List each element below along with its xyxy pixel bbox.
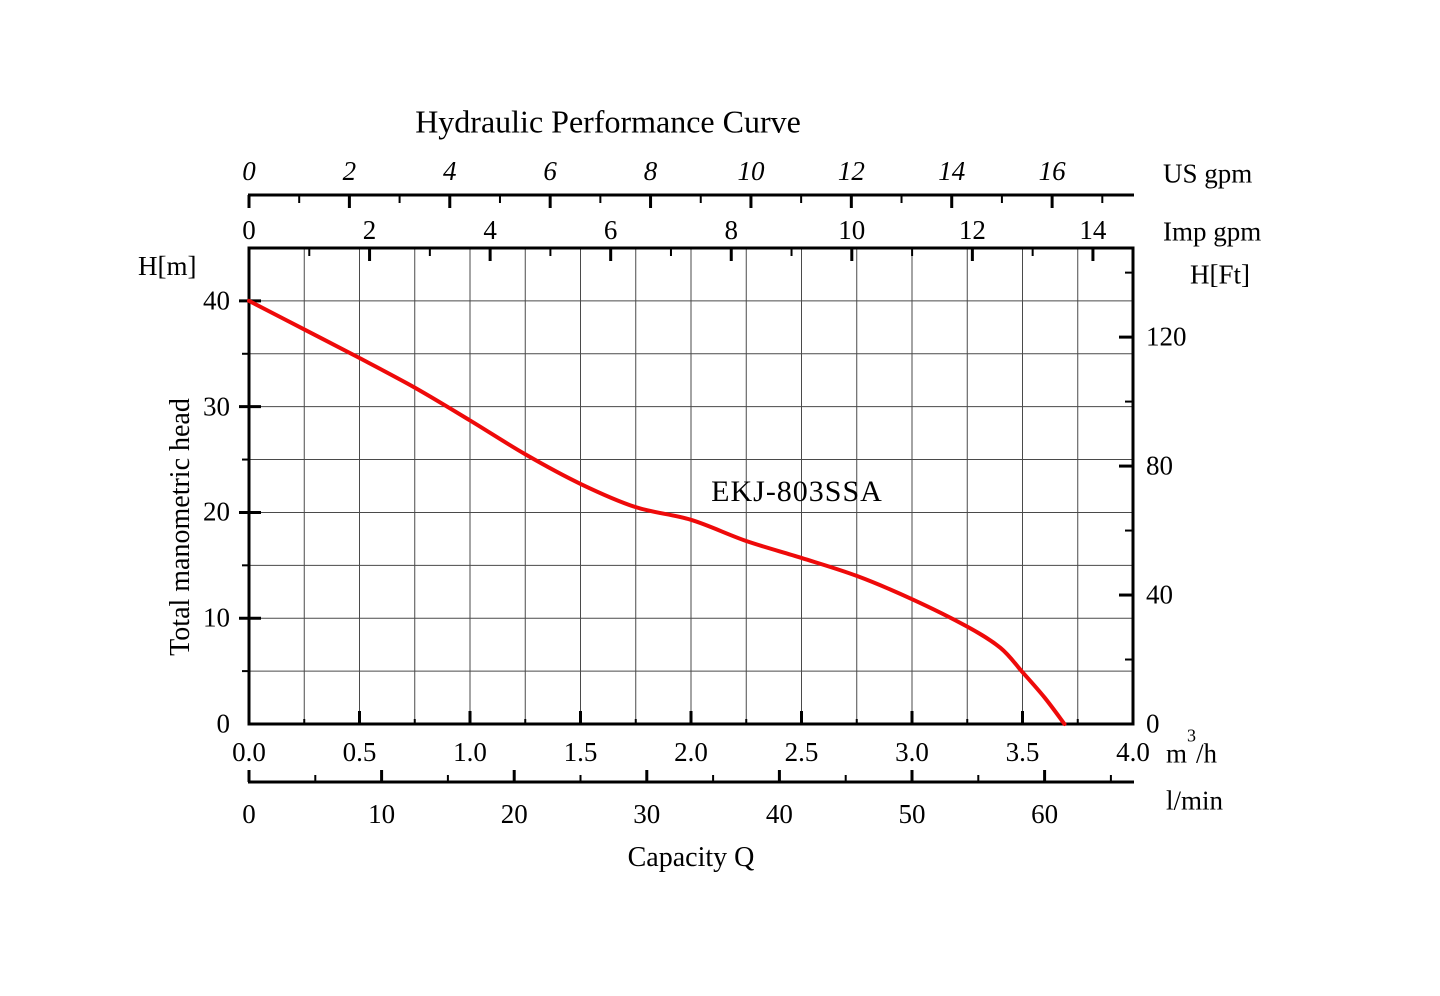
lmin-tick-label: 50 xyxy=(898,799,926,829)
right-axis-unit-label: H[Ft] xyxy=(1190,259,1250,290)
lmin-tick-label: 0 xyxy=(242,799,256,829)
m3h-tick-label: 3.5 xyxy=(1005,737,1040,767)
m3h-unit-label: m3/h xyxy=(1166,726,1218,770)
h-m-tick-label: 40 xyxy=(203,285,230,316)
us-gpm-tick-label: 6 xyxy=(543,156,557,186)
imp-gpm-tick-label: 12 xyxy=(958,215,986,245)
lmin-tick-label: 30 xyxy=(633,799,661,829)
us-gpm-tick-label: 12 xyxy=(837,156,865,186)
m3h-unit-sup: 3 xyxy=(1187,725,1197,746)
h-ft-tick-label: 80 xyxy=(1146,450,1173,481)
us-gpm-tick-label: 0 xyxy=(242,156,256,186)
chart-title: Hydraulic Performance Curve xyxy=(415,103,801,140)
h-ft-tick-label: 0 xyxy=(1146,708,1160,739)
imp-gpm-tick-label: 0 xyxy=(242,215,256,245)
series-label: EKJ-803SSA xyxy=(711,475,883,508)
imp-gpm-tick-label: 4 xyxy=(483,215,497,245)
performance-curve xyxy=(247,298,1067,726)
imp-gpm-tick-label: 10 xyxy=(838,215,866,245)
m3h-tick-label: 1.5 xyxy=(563,737,598,767)
m3h-unit-rest: /h xyxy=(1196,738,1218,769)
imp-gpm-tick-label: 14 xyxy=(1079,215,1107,245)
lmin-tick-label: 60 xyxy=(1031,799,1059,829)
lmin-tick-label: 10 xyxy=(368,799,396,829)
h-m-tick-label: 20 xyxy=(203,496,230,527)
us-gpm-tick-label: 14 xyxy=(938,156,966,186)
h-ft-tick-label: 120 xyxy=(1146,321,1187,352)
lmin-unit-label: l/min xyxy=(1166,785,1224,816)
m3h-tick-label: 3.0 xyxy=(895,737,929,767)
h-m-tick-label: 0 xyxy=(216,708,231,739)
us-gpm-tick-label: 2 xyxy=(342,156,357,186)
us-gpm-tick-label: 16 xyxy=(1038,156,1066,186)
lmin-tick-label: 40 xyxy=(765,799,793,829)
m3h-unit-base: m xyxy=(1166,738,1188,769)
left-axis-title: Total manometric head xyxy=(165,398,196,656)
us-gpm-tick-label: 8 xyxy=(643,156,658,186)
m3h-tick-label: 2.5 xyxy=(784,737,819,767)
us-gpm-unit-label: US gpm xyxy=(1163,158,1253,189)
h-m-tick-label: 30 xyxy=(203,391,230,422)
m3h-tick-label: 0.0 xyxy=(232,737,266,767)
left-axis-unit-label: H[m] xyxy=(138,251,197,281)
h-m-tick-label: 10 xyxy=(203,602,230,633)
lmin-tick-label: 20 xyxy=(500,799,528,829)
imp-gpm-unit-label: Imp gpm xyxy=(1163,216,1262,247)
m3h-tick-label: 0.5 xyxy=(342,737,377,767)
h-ft-tick-label: 40 xyxy=(1146,579,1173,610)
x-axis-title: Capacity Q xyxy=(627,842,755,873)
us-gpm-tick-label: 10 xyxy=(737,156,765,186)
imp-gpm-tick-label: 6 xyxy=(603,215,618,245)
us-gpm-tick-label: 4 xyxy=(443,156,457,186)
m3h-tick-label: 4.0 xyxy=(1116,737,1150,767)
m3h-tick-label: 1.0 xyxy=(453,737,487,767)
m3h-tick-label: 2.0 xyxy=(674,737,708,767)
imp-gpm-tick-label: 8 xyxy=(724,215,738,245)
imp-gpm-tick-label: 2 xyxy=(362,215,377,245)
